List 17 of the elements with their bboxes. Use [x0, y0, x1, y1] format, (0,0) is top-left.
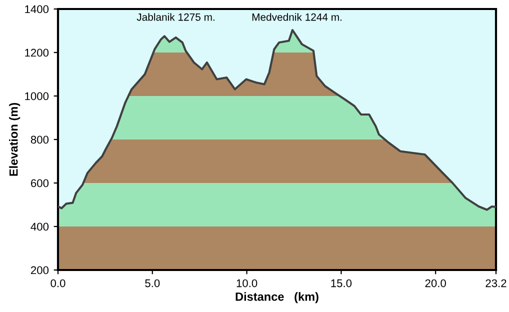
x-tick-label: 5.0 — [145, 279, 160, 288]
y-tick-label: 600 — [31, 179, 49, 188]
annotation: Jablanik 1275 m. — [136, 13, 214, 21]
x-tick-label: 23.2 — [486, 279, 506, 288]
x-tick-label: 0.0 — [50, 279, 66, 288]
y-tick-label: 1000 — [25, 92, 49, 100]
x-axis-title: Distance (km) — [236, 292, 318, 304]
y-axis-title: Elevation (m) — [9, 103, 20, 176]
y-tick-label: 1400 — [25, 5, 49, 14]
x-tick-label: 15.0 — [331, 279, 352, 288]
y-tick-label: 400 — [30, 222, 49, 231]
y-tick-label: 800 — [30, 136, 49, 144]
x-tick-label: 10.0 — [236, 279, 258, 288]
annotation: Medvednik 1244 m. — [252, 13, 342, 21]
y-tick-label: 1200 — [25, 48, 49, 57]
x-tick-label: 20.0 — [425, 279, 446, 288]
y-tick-label: 200 — [30, 266, 49, 274]
